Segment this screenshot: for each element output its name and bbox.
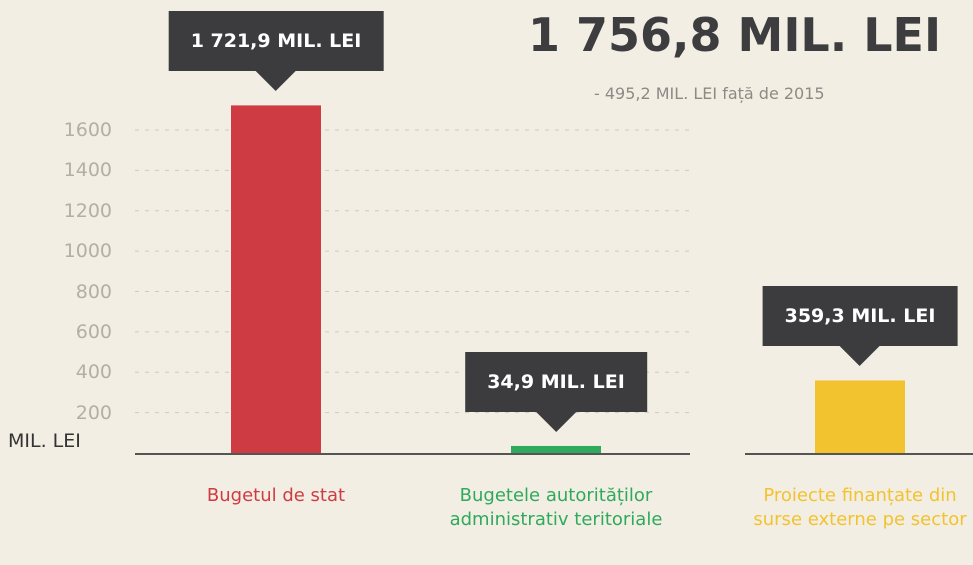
y-tick-label: 800 bbox=[75, 280, 112, 303]
bar bbox=[511, 445, 601, 453]
y-tick-label: 600 bbox=[75, 320, 112, 343]
y-tick-label: 200 bbox=[75, 401, 112, 424]
chart-subtitle: - 495,2 MIL. LEI față de 2015 bbox=[594, 84, 825, 103]
y-axis-label: MIL. LEI bbox=[8, 430, 81, 452]
x-tick-label: Bugetele autorităților administrativ ter… bbox=[449, 485, 663, 530]
y-tick-label: 1400 bbox=[63, 159, 112, 182]
y-tick-label: 1600 bbox=[63, 119, 112, 141]
chart-title: 1 756,8 MIL. LEI bbox=[528, 8, 942, 62]
value-label: 1 721,9 MIL. LEI bbox=[168, 11, 384, 92]
x-tick-label: Proiecte finanțate din surse externe pe … bbox=[753, 485, 967, 530]
y-tick-label: 1000 bbox=[63, 240, 112, 263]
y-tick-label: 400 bbox=[75, 361, 112, 384]
value-label: 359,3 MIL. LEI bbox=[762, 286, 958, 367]
bar bbox=[815, 380, 905, 453]
x-tick-label: Bugetul de stat bbox=[206, 485, 346, 506]
value-label: 34,9 MIL. LEI bbox=[465, 351, 647, 432]
y-tick-label: 1200 bbox=[63, 199, 112, 222]
bar bbox=[231, 105, 321, 454]
